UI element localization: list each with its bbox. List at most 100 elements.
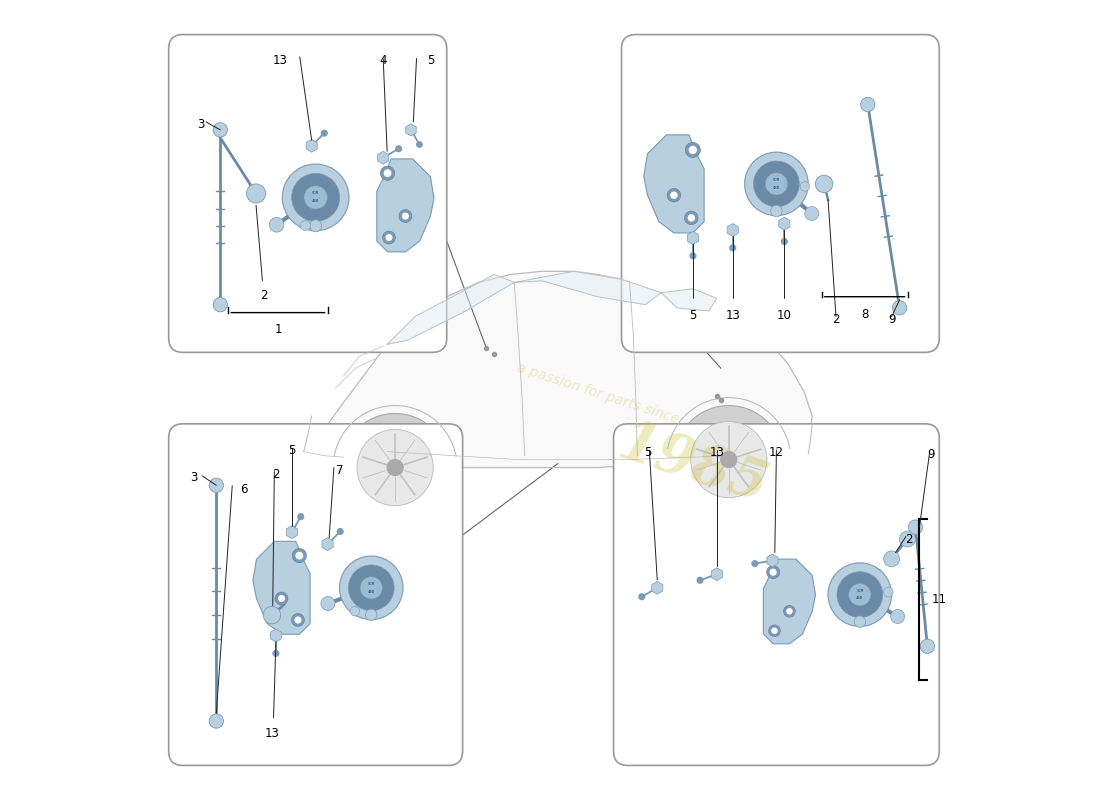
Circle shape (381, 166, 395, 180)
Polygon shape (712, 568, 723, 581)
Text: 13: 13 (264, 727, 279, 740)
Circle shape (909, 520, 923, 534)
Circle shape (752, 561, 758, 566)
Circle shape (771, 206, 782, 217)
Circle shape (278, 595, 285, 602)
Circle shape (892, 301, 906, 315)
Polygon shape (779, 217, 790, 230)
Polygon shape (688, 231, 698, 244)
Text: 5: 5 (427, 54, 434, 67)
Circle shape (399, 210, 411, 222)
Polygon shape (306, 139, 317, 152)
Text: 11: 11 (932, 594, 946, 606)
Circle shape (384, 170, 392, 177)
Polygon shape (406, 124, 416, 136)
Polygon shape (377, 151, 388, 164)
Text: 488: 488 (856, 597, 864, 601)
Circle shape (273, 650, 278, 656)
Polygon shape (304, 271, 812, 467)
Circle shape (387, 459, 403, 475)
FancyBboxPatch shape (168, 424, 463, 766)
Text: 13: 13 (710, 446, 724, 459)
Circle shape (805, 206, 818, 221)
Circle shape (690, 253, 696, 258)
Text: 2: 2 (833, 313, 839, 326)
Text: 5: 5 (288, 444, 296, 457)
Text: 9: 9 (927, 448, 935, 461)
Circle shape (365, 609, 377, 621)
Circle shape (786, 608, 793, 614)
Text: 3: 3 (190, 471, 198, 484)
Text: 5: 5 (644, 446, 651, 459)
Circle shape (213, 122, 228, 137)
Text: a passion for parts since: a passion for parts since (515, 361, 681, 427)
Text: 488: 488 (312, 199, 319, 203)
Circle shape (383, 231, 395, 244)
Text: 1985: 1985 (610, 415, 775, 515)
Text: SCM: SCM (312, 191, 319, 195)
Polygon shape (651, 582, 663, 594)
Circle shape (815, 175, 833, 193)
Circle shape (689, 146, 697, 154)
Circle shape (292, 614, 305, 626)
Circle shape (350, 606, 360, 616)
Text: SCM: SCM (773, 178, 780, 182)
FancyBboxPatch shape (614, 424, 939, 766)
Text: 6: 6 (241, 483, 248, 497)
Text: SCM: SCM (856, 589, 864, 593)
Circle shape (396, 146, 402, 152)
Circle shape (754, 161, 800, 206)
Polygon shape (271, 629, 282, 642)
Circle shape (854, 616, 866, 627)
FancyBboxPatch shape (168, 34, 447, 352)
Circle shape (745, 152, 808, 216)
Text: SCM: SCM (367, 582, 375, 586)
Circle shape (670, 191, 678, 199)
Circle shape (639, 594, 645, 600)
Text: 2: 2 (261, 289, 267, 302)
Circle shape (292, 174, 340, 222)
Circle shape (209, 714, 223, 728)
Polygon shape (322, 538, 333, 550)
Circle shape (767, 566, 780, 578)
Circle shape (296, 552, 304, 559)
Circle shape (921, 639, 935, 654)
Circle shape (770, 569, 777, 576)
Circle shape (417, 142, 422, 147)
Circle shape (358, 430, 433, 506)
Circle shape (771, 627, 778, 634)
Circle shape (891, 610, 904, 623)
Circle shape (860, 98, 875, 112)
Circle shape (697, 578, 703, 583)
Text: 1: 1 (275, 323, 282, 336)
Circle shape (783, 606, 795, 617)
Polygon shape (253, 542, 310, 634)
Circle shape (781, 238, 788, 244)
Circle shape (270, 218, 284, 232)
Text: 3: 3 (197, 118, 205, 131)
Circle shape (209, 478, 223, 493)
Circle shape (684, 211, 699, 225)
Circle shape (900, 531, 915, 547)
Polygon shape (727, 223, 738, 237)
Text: 13: 13 (725, 309, 740, 322)
Text: 488: 488 (367, 590, 375, 594)
Text: 8: 8 (861, 308, 868, 321)
Circle shape (800, 182, 810, 191)
Circle shape (304, 186, 328, 209)
Text: 12: 12 (769, 446, 784, 459)
Polygon shape (661, 289, 717, 311)
Text: 9: 9 (888, 313, 895, 326)
Polygon shape (767, 554, 778, 567)
Polygon shape (286, 526, 297, 538)
Circle shape (283, 164, 349, 230)
Circle shape (321, 130, 327, 136)
Text: 10: 10 (777, 309, 792, 322)
FancyBboxPatch shape (621, 34, 939, 352)
Circle shape (691, 422, 767, 498)
Circle shape (295, 617, 301, 623)
Circle shape (688, 214, 695, 222)
Text: 2: 2 (272, 467, 279, 481)
Text: 488: 488 (773, 186, 780, 190)
Circle shape (246, 184, 265, 203)
